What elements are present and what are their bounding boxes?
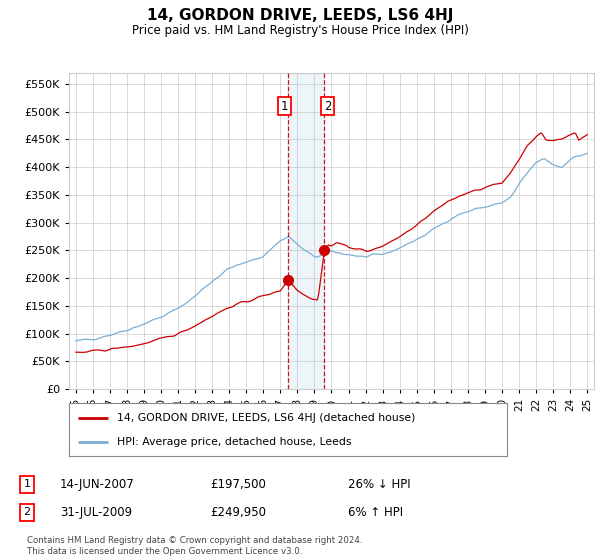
Text: 1: 1 xyxy=(281,100,289,113)
Text: 14, GORDON DRIVE, LEEDS, LS6 4HJ (detached house): 14, GORDON DRIVE, LEEDS, LS6 4HJ (detach… xyxy=(117,413,416,423)
Text: HPI: Average price, detached house, Leeds: HPI: Average price, detached house, Leed… xyxy=(117,437,352,447)
Text: 2: 2 xyxy=(324,100,331,113)
Text: Contains HM Land Registry data © Crown copyright and database right 2024.
This d: Contains HM Land Registry data © Crown c… xyxy=(27,536,362,556)
Text: 31-JUL-2009: 31-JUL-2009 xyxy=(60,506,132,519)
Text: £197,500: £197,500 xyxy=(210,478,266,491)
Text: £249,950: £249,950 xyxy=(210,506,266,519)
Text: 14, GORDON DRIVE, LEEDS, LS6 4HJ: 14, GORDON DRIVE, LEEDS, LS6 4HJ xyxy=(147,8,453,24)
Text: 6% ↑ HPI: 6% ↑ HPI xyxy=(348,506,403,519)
Text: 1: 1 xyxy=(23,479,31,489)
Text: 2: 2 xyxy=(23,507,31,517)
Text: 14-JUN-2007: 14-JUN-2007 xyxy=(60,478,135,491)
Text: 26% ↓ HPI: 26% ↓ HPI xyxy=(348,478,410,491)
Text: Price paid vs. HM Land Registry's House Price Index (HPI): Price paid vs. HM Land Registry's House … xyxy=(131,24,469,37)
Bar xyxy=(288,73,325,389)
